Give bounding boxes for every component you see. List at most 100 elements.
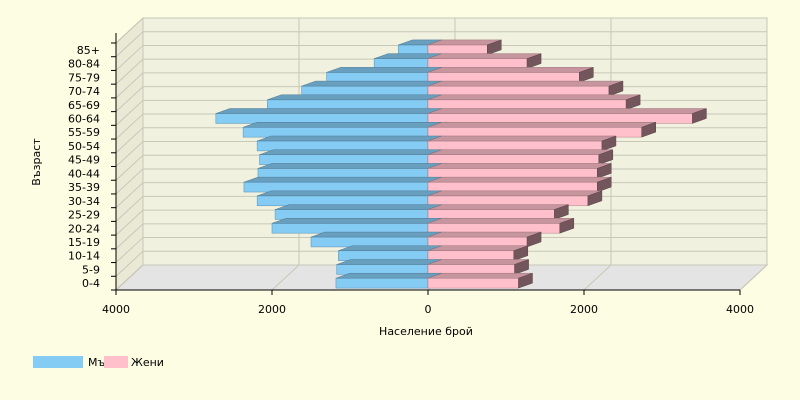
bar-female-45-49-top [427,149,613,155]
bar-female-20-24-side [559,217,575,234]
gridline-side [115,237,144,263]
bar-male-20-24-top [271,218,443,224]
legend-label-female: Жени [131,356,164,369]
bar-female-75-79-front [427,72,580,83]
bar-male-60-64 [215,108,443,124]
bar-female-15-19 [427,231,542,248]
bar-female-40-44-side [597,163,612,179]
gridline-side [115,17,144,44]
bar-male-25-29 [274,204,443,220]
bar-female-20-24-top [427,218,574,224]
bar-female-80-84-front [427,58,528,69]
bar-female-70-74-side [608,80,624,97]
bar-female-5-9-top [427,259,529,265]
bar-male-0-4 [335,272,443,289]
gridline-side [115,99,144,126]
gridline-side [115,209,144,236]
bar-female-15-19-side [526,231,542,248]
bar-male-30-34 [256,190,443,207]
bar-male-65-69-top [267,94,443,101]
bar-female-50-54 [427,135,617,152]
bar-male-60-64-top [215,108,443,114]
bar-female-65-69 [427,94,641,111]
bar-male-70-74-front [301,85,429,97]
bar-female-20-24 [427,217,575,234]
legend: Мъже Жени [33,356,164,369]
bar-female-5-9-side [514,259,529,275]
bar-female-35-39-front [427,181,598,193]
bar-male-0-4-front [335,277,429,289]
gridline-side [115,127,144,154]
bar-male-40-44 [257,163,443,179]
y-tick-label: 15-19 [68,236,100,249]
gridline-side [115,86,144,112]
gridline-side [115,72,144,99]
x-tick-label: 2000 [570,303,598,316]
bar-male-80-84-front [373,58,429,69]
gridline-floor [271,264,300,291]
bar-male-25-29-front [274,209,429,220]
bar-female-55-59-front [427,126,643,138]
y-tick-label: 60-64 [68,112,100,125]
bar-male-10-14-front [337,250,429,261]
gridline-side [115,250,144,277]
bar-male-15-19-top [310,231,443,238]
bar-female-10-14-front [427,250,515,261]
chart-tick-labels: 0-45-910-1415-1920-2425-2930-3435-3940-4… [68,44,754,316]
bar-male-30-34-top [257,190,443,197]
bar-male-15-19-front [310,236,429,248]
bar-female-0-4-side [518,272,533,289]
bar-female-35-39 [427,176,612,193]
bar-female-55-59-top [427,122,656,128]
bar-male-35-39 [243,176,443,193]
y-tick-label: 35-39 [68,181,100,194]
bar-male-50-54 [256,135,443,152]
chart-bars [215,39,707,289]
y-tick-label: 55-59 [68,126,100,139]
y-tick-label: 5-9 [82,263,100,276]
bar-female-80-84 [427,53,542,69]
y-tick-label: 45-49 [68,154,100,167]
y-tick-label: 85+ [77,44,100,57]
gridline-side [115,31,144,58]
bar-male-20-24-front [271,223,429,234]
bar-male-5-9-top [336,259,443,265]
bar-female-40-44-top [427,163,612,169]
bar-male-45-49 [259,149,443,165]
x-tick-label: 2000 [258,303,286,316]
bar-female-80-84-top [427,53,542,59]
bar-female-5-9-front [427,264,515,275]
gridline-floor [583,264,612,291]
bar-male-45-49-front [259,154,429,165]
bar-female-25-29-front [427,209,555,220]
legend-swatch-male [33,356,83,368]
bar-female-50-54-side [601,135,617,152]
bar-male-75-79-front [326,72,429,83]
bar-female-70-74-front [427,85,610,97]
bar-female-10-14 [427,245,529,261]
bar-male-75-79-top [326,67,443,73]
bar-female-75-79-side [579,67,594,83]
bar-female-65-69-side [625,94,641,111]
bar-female-60-64 [427,108,707,124]
bar-female-65-69-top [427,94,641,101]
y-tick-label: 75-79 [68,71,100,84]
gridline-side [115,154,144,181]
bar-female-50-54-top [427,135,617,142]
bar-female-15-19-front [427,236,528,248]
gridline-side [115,182,144,209]
bar-female-30-34-side [587,190,603,207]
bar-female-45-49 [427,149,614,165]
bar-female-85+-front [427,44,488,56]
bar-female-75-79 [427,67,594,83]
gridline-side [115,141,144,167]
bar-male-55-59 [242,121,443,138]
bar-female-60-64-side [692,108,707,124]
x-tick-label: 4000 [102,303,130,316]
gridline-side [115,113,144,140]
chart-axes [111,33,741,295]
bar-male-0-4-top [335,272,443,279]
bar-male-65-69 [267,94,443,111]
bar-female-10-14-side [513,245,529,261]
